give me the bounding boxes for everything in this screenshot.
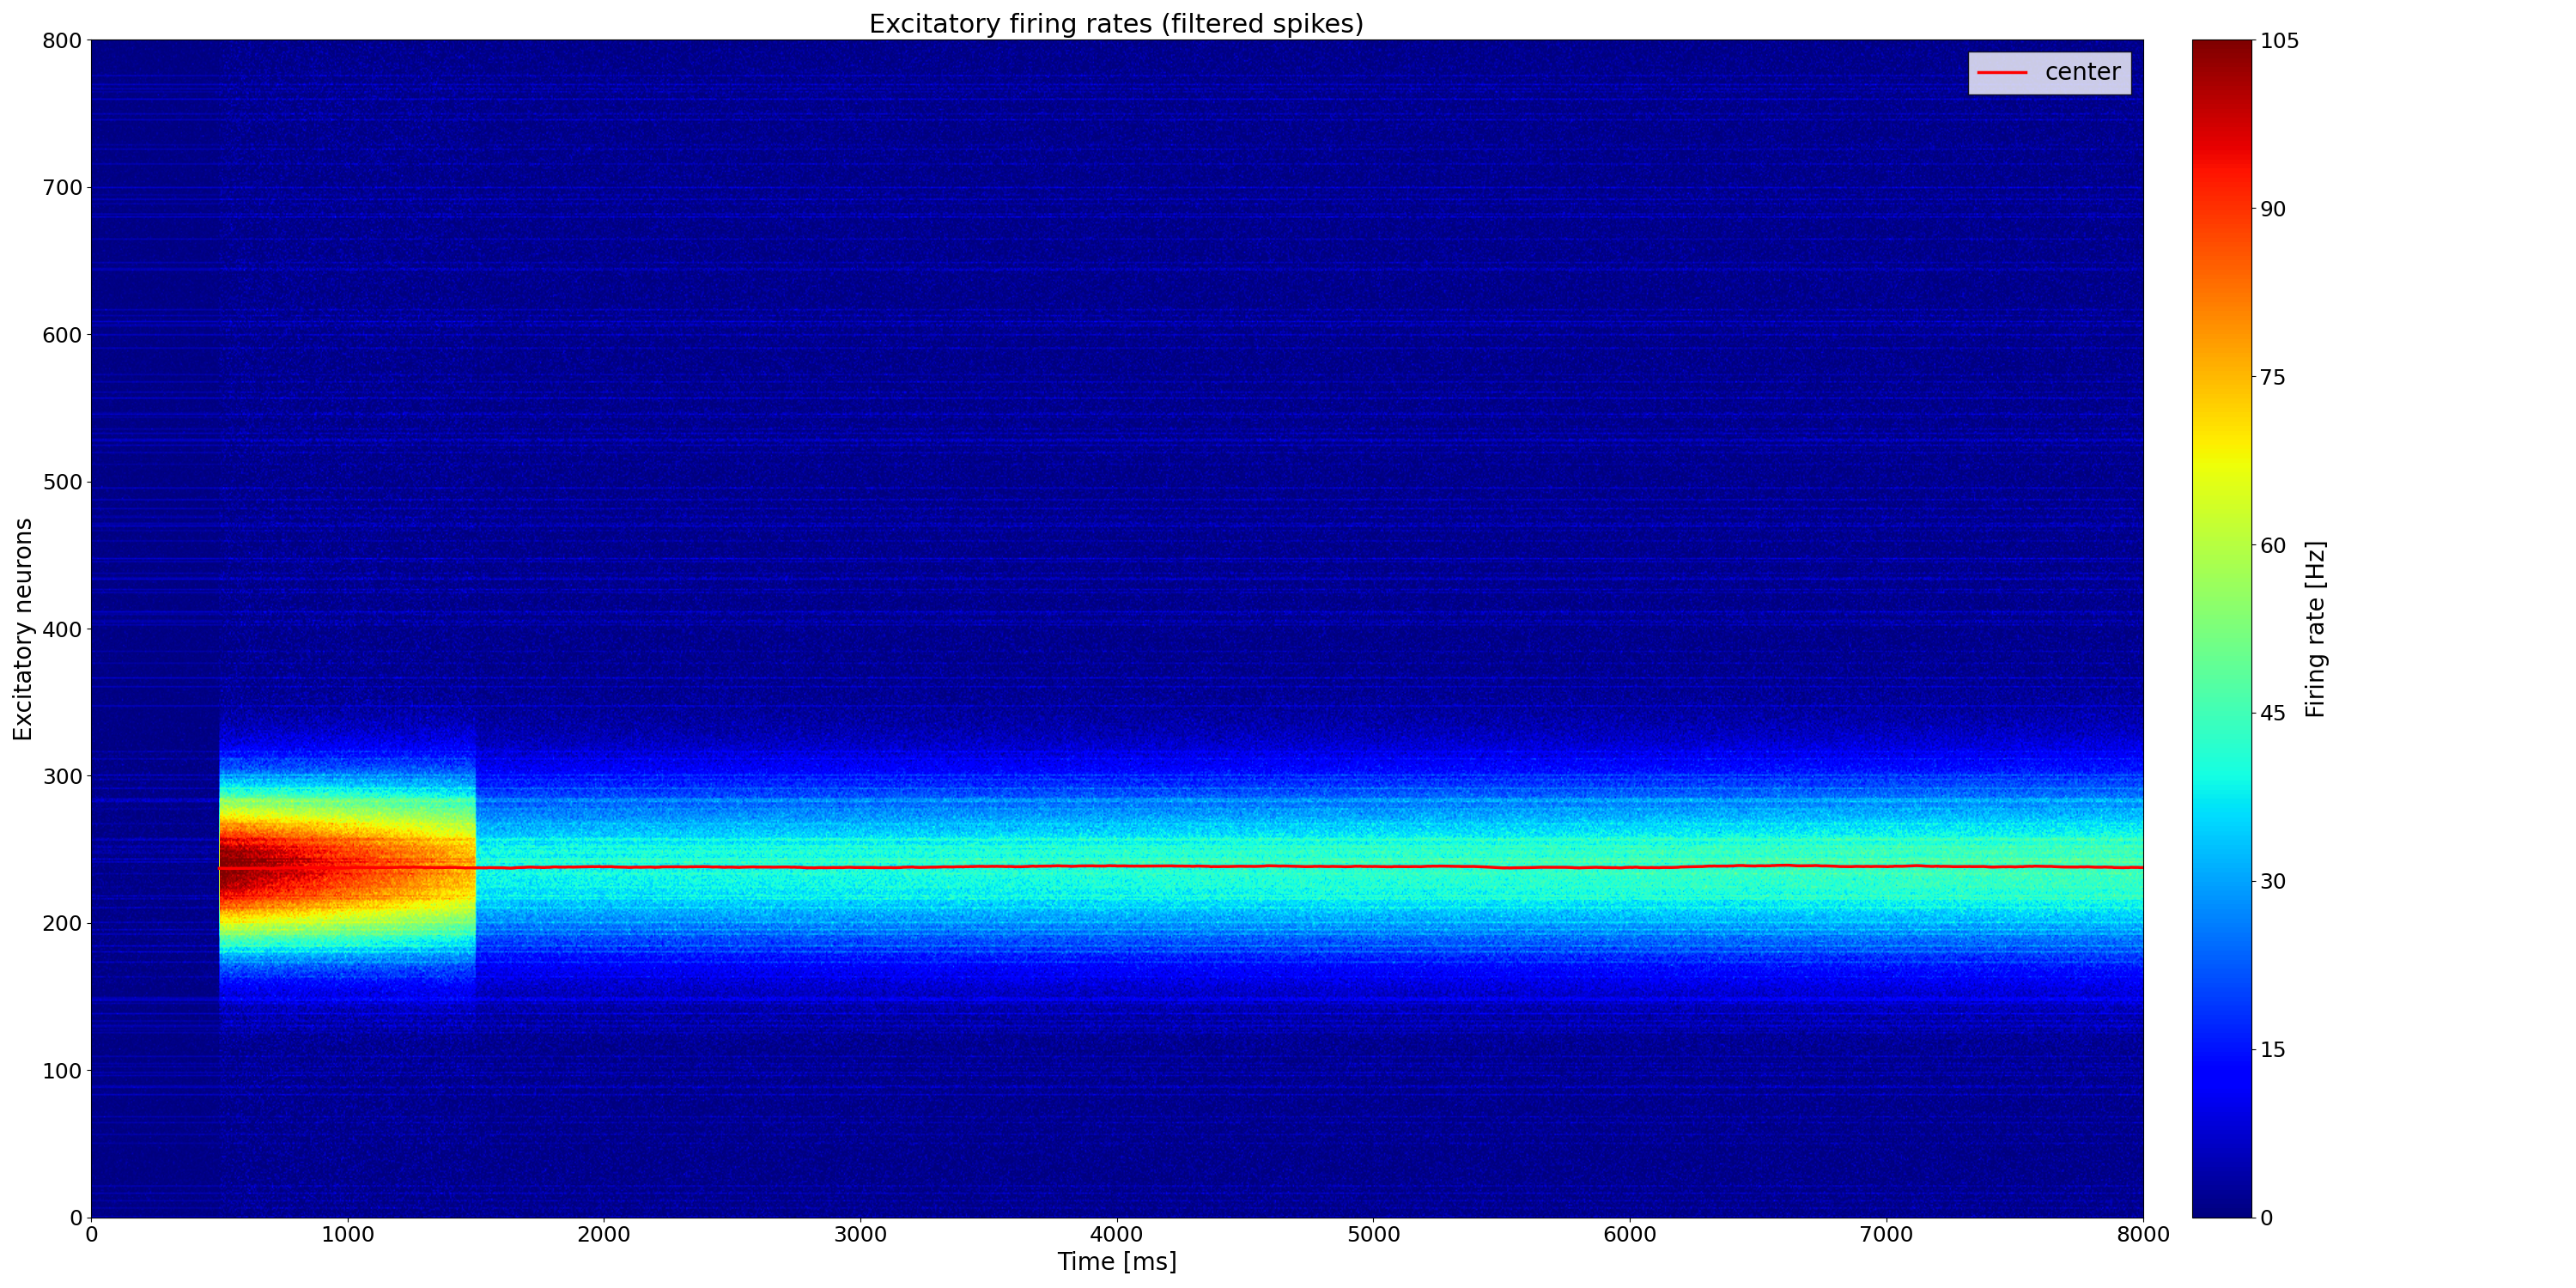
center (1373, 859, 1404, 875)
Title: Excitatory firing rates (filtered spikes): Excitatory firing rates (filtered spikes… (868, 13, 1365, 37)
center (1664, 859, 1695, 875)
center (204, 860, 234, 876)
center (1772, 858, 1803, 873)
center (1432, 858, 1463, 873)
center (2128, 860, 2159, 876)
Line: center: center (219, 866, 2143, 868)
X-axis label: Time [ms]: Time [ms] (1056, 1251, 1177, 1275)
center (255, 860, 286, 876)
Y-axis label: Firing rate [Hz]: Firing rate [Hz] (2306, 540, 2329, 717)
center (325, 860, 355, 876)
center (1865, 859, 1896, 875)
Y-axis label: Excitatory neurons: Excitatory neurons (13, 516, 36, 741)
center (1324, 859, 1355, 875)
Legend: center: center (1968, 52, 2130, 95)
